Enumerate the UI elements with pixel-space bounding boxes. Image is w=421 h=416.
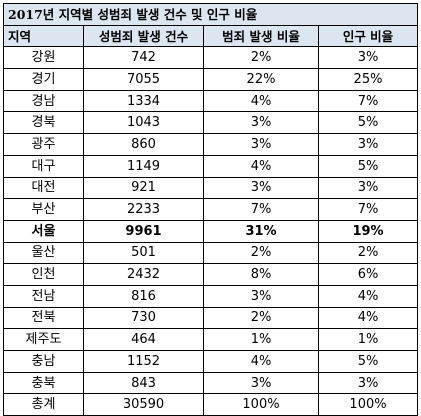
table-row: 전북 730 2% 4% [3,306,419,330]
cell-population-ratio: 5% [317,350,419,373]
header-crime-ratio: 범죄 발생 비율 [203,24,319,48]
cell-population-ratio: 2% [317,241,419,265]
cell-population-ratio: 4% [317,284,419,308]
table-row: 충남 1152 4% 5% [3,350,419,373]
cell-population-ratio: 5% [317,154,419,178]
cell-cases: 501 [83,241,204,265]
cell-region: 부산 [3,198,84,221]
table-header-row: 지역 성범죄 발생 건수 범죄 발생 비율 인구 비율 [3,24,419,48]
cell-region: 총계 [3,393,84,416]
cell-population-ratio: 3% [317,176,419,200]
cell-cases: 1334 [83,89,204,113]
cell-region: 전남 [3,284,84,308]
cell-crime-ratio: 4% [203,350,319,373]
table-row: 총계 30590 100% 100% [3,393,419,416]
cell-cases: 742 [83,46,204,70]
cell-cases: 1043 [83,111,204,135]
cell-population-ratio: 5% [317,111,419,135]
cell-crime-ratio: 2% [203,306,319,330]
cell-cases: 860 [83,133,204,156]
table-row: 제주도 464 1% 1% [3,328,419,351]
header-population-ratio: 인구 비율 [317,24,419,48]
cell-crime-ratio: 7% [203,198,319,221]
cell-region: 대전 [3,176,84,200]
cell-cases: 843 [83,371,204,395]
header-cases: 성범죄 발생 건수 [83,24,204,48]
cell-cases: 1149 [83,154,204,178]
table-row: 전남 816 3% 4% [3,284,419,308]
cell-region: 제주도 [3,328,84,351]
cell-crime-ratio: 3% [203,111,319,135]
table-row: 강원 742 2% 3% [3,46,419,70]
cell-crime-ratio: 2% [203,46,319,70]
cell-crime-ratio: 3% [203,133,319,156]
cell-region: 충남 [3,350,84,373]
cell-crime-ratio: 100% [203,393,319,416]
cell-population-ratio: 3% [317,371,419,395]
cell-region: 울산 [3,241,84,265]
cell-crime-ratio: 3% [203,284,319,308]
cell-crime-ratio: 31% [203,219,319,243]
cell-cases: 7055 [83,68,204,91]
cell-population-ratio: 3% [317,133,419,156]
table-row: 경남 1334 4% 7% [3,89,419,113]
cell-cases: 921 [83,176,204,200]
table-row: 대구 1149 4% 5% [3,154,419,178]
cell-crime-ratio: 3% [203,371,319,395]
cell-population-ratio: 4% [317,306,419,330]
table-row: 충북 843 3% 3% [3,371,419,395]
cell-region: 경남 [3,89,84,113]
cell-crime-ratio: 22% [203,68,319,91]
table-row: 경기 7055 22% 25% [3,68,419,91]
cell-population-ratio: 6% [317,263,419,286]
crime-statistics-table: 2017년 지역별 성범죄 발생 건수 및 인구 비율 지역 성범죄 발생 건수… [2,3,419,416]
table-row: 대전 921 3% 3% [3,176,419,200]
cell-crime-ratio: 2% [203,241,319,265]
cell-region: 전북 [3,306,84,330]
cell-crime-ratio: 4% [203,154,319,178]
cell-crime-ratio: 8% [203,263,319,286]
cell-crime-ratio: 4% [203,89,319,113]
table-row: 인천 2432 8% 6% [3,263,419,286]
cell-population-ratio: 1% [317,328,419,351]
table-row: 경북 1043 3% 5% [3,111,419,135]
cell-cases: 730 [83,306,204,330]
table-body: 2017년 지역별 성범죄 발생 건수 및 인구 비율 지역 성범죄 발생 건수… [2,3,419,416]
cell-population-ratio: 100% [317,393,419,416]
table-row: 부산 2233 7% 7% [3,198,419,221]
cell-region: 경기 [3,68,84,91]
cell-region: 충북 [3,371,84,395]
cell-region: 대구 [3,154,84,178]
header-region: 지역 [3,24,84,48]
table-title-row: 2017년 지역별 성범죄 발생 건수 및 인구 비율 [2,3,419,26]
cell-population-ratio: 19% [317,219,419,243]
cell-cases: 2233 [83,198,204,221]
cell-population-ratio: 25% [317,68,419,91]
cell-population-ratio: 3% [317,46,419,70]
cell-population-ratio: 7% [317,89,419,113]
cell-cases: 9961 [83,219,204,243]
cell-population-ratio: 7% [317,198,419,221]
table-title: 2017년 지역별 성범죄 발생 건수 및 인구 비율 [2,3,419,26]
cell-region: 경북 [3,111,84,135]
cell-region: 광주 [3,133,84,156]
cell-region: 서울 [3,219,84,243]
table-row: 서울 9961 31% 19% [3,219,419,243]
table-row: 광주 860 3% 3% [3,133,419,156]
cell-region: 강원 [3,46,84,70]
cell-cases: 816 [83,284,204,308]
cell-region: 인천 [3,263,84,286]
cell-crime-ratio: 1% [203,328,319,351]
cell-cases: 464 [83,328,204,351]
cell-cases: 2432 [83,263,204,286]
table-row: 울산 501 2% 2% [3,241,419,265]
cell-cases: 30590 [83,393,204,416]
cell-crime-ratio: 3% [203,176,319,200]
cell-cases: 1152 [83,350,204,373]
